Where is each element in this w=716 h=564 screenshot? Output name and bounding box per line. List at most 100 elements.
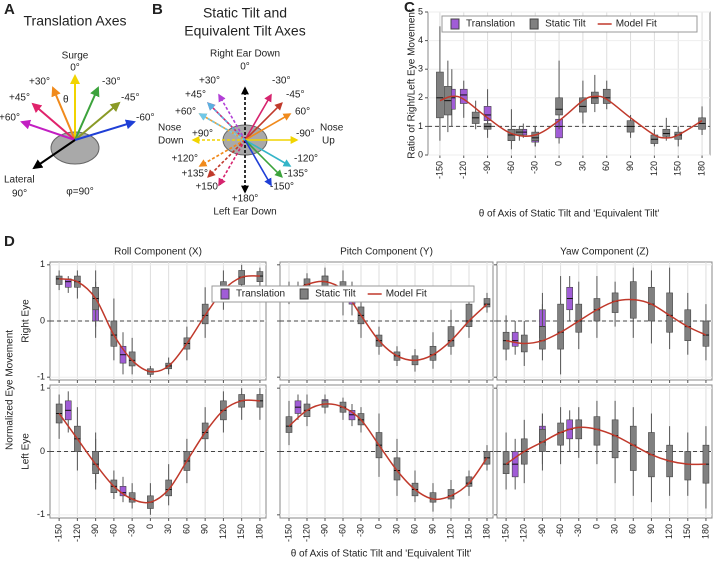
diagram-title: Equivalent Tilt Axes bbox=[184, 23, 305, 39]
box bbox=[459, 88, 468, 104]
arrow bbox=[31, 102, 76, 141]
x-tick-label: 180 bbox=[700, 524, 710, 539]
angle-label: 0° bbox=[240, 62, 250, 73]
y-tick-label: 1 bbox=[418, 121, 423, 131]
x-tick-label: 120 bbox=[218, 524, 228, 539]
x-tick-label: 90 bbox=[427, 524, 437, 534]
legend-label: Translation bbox=[236, 289, 285, 300]
row-title: Right Eye bbox=[21, 299, 32, 343]
model-fit bbox=[505, 426, 706, 466]
x-tick-label: 60 bbox=[409, 524, 419, 534]
legend-label: Static Tilt bbox=[545, 19, 586, 30]
arrow bbox=[244, 93, 272, 141]
angle-label: +180° bbox=[232, 194, 259, 205]
x-tick-label: -30 bbox=[355, 524, 365, 537]
arrow bbox=[20, 119, 76, 141]
angle-label: +30° bbox=[199, 76, 220, 87]
angle-label: +60° bbox=[175, 107, 196, 118]
legend-label: Translation bbox=[466, 19, 515, 30]
box bbox=[575, 419, 583, 440]
panel-label: D bbox=[4, 233, 15, 250]
x-tick-label: 90 bbox=[646, 524, 656, 534]
column-title: Pitch Component (Y) bbox=[340, 247, 433, 258]
x-tick-label: 90 bbox=[625, 161, 635, 171]
box bbox=[92, 451, 99, 474]
arrow bbox=[51, 86, 76, 141]
arrow bbox=[218, 93, 246, 141]
arrow bbox=[32, 139, 76, 170]
box bbox=[465, 476, 473, 487]
legend bbox=[441, 15, 698, 33]
column-title: Roll Component (X) bbox=[114, 247, 202, 258]
y-tick-label: 4 bbox=[418, 35, 423, 45]
box bbox=[55, 275, 63, 285]
legend bbox=[211, 285, 475, 303]
x-tick-label: -90 bbox=[90, 524, 100, 537]
box bbox=[539, 326, 546, 350]
x-tick-label: 150 bbox=[673, 161, 683, 176]
panel-label: B bbox=[152, 1, 163, 18]
x-tick-label: 0 bbox=[591, 524, 601, 529]
arrow bbox=[244, 102, 283, 141]
axis-label: Surge bbox=[62, 51, 89, 62]
legend-label: Static Tilt bbox=[315, 289, 356, 300]
box bbox=[666, 292, 673, 333]
diagram-title: Translation Axes bbox=[24, 13, 127, 29]
y-axis-label: Normalized Eye Movement bbox=[5, 330, 16, 450]
y-axis-label: Ratio of Right/Left Eye Movement bbox=[407, 9, 418, 159]
arrow bbox=[207, 102, 246, 141]
x-tick-label: -30 bbox=[530, 161, 540, 174]
x-tick-label: 120 bbox=[649, 161, 659, 176]
legend-label: Model Fit bbox=[386, 289, 427, 300]
box bbox=[602, 88, 611, 104]
box bbox=[165, 479, 172, 497]
angle-label: 90° bbox=[12, 189, 27, 200]
box bbox=[447, 326, 455, 347]
box bbox=[483, 298, 491, 308]
x-tick-label: 150 bbox=[236, 524, 246, 539]
box bbox=[201, 303, 209, 325]
panel-label: C bbox=[404, 0, 415, 16]
x-tick-label: 150 bbox=[463, 524, 473, 539]
angle-label: +150° bbox=[195, 182, 222, 193]
box bbox=[662, 128, 671, 137]
x-tick-label: -150 bbox=[54, 524, 64, 542]
x-tick-label: -60 bbox=[555, 524, 565, 537]
arrow bbox=[74, 86, 100, 141]
y-tick-label: 5 bbox=[418, 6, 423, 16]
panel-b: B Static Tilt and Equivalent Tilt Axes R… bbox=[152, 1, 344, 218]
box bbox=[684, 451, 692, 481]
box bbox=[429, 492, 437, 503]
model-fit bbox=[439, 95, 703, 139]
model-fit bbox=[288, 280, 488, 362]
y-tick-label: -1 bbox=[37, 372, 45, 382]
y-tick-label: 1 bbox=[40, 383, 45, 393]
panel-a: A Translation Axes Surge 0° -30° -45° -6… bbox=[0, 1, 154, 200]
box bbox=[201, 422, 209, 440]
angle-label: -60° bbox=[136, 113, 154, 124]
x-tick-label: 0 bbox=[553, 161, 563, 166]
box bbox=[393, 457, 401, 481]
x-tick-label: -60 bbox=[337, 524, 347, 537]
legend-swatch bbox=[450, 18, 460, 30]
model-fit bbox=[58, 399, 260, 504]
row-title: Left Eye bbox=[21, 433, 32, 470]
y-tick-label: 0 bbox=[40, 315, 45, 325]
x-tick-label: 90 bbox=[200, 524, 210, 534]
arrow bbox=[74, 101, 121, 141]
angle-label: +90° bbox=[192, 129, 213, 140]
x-tick-label: 120 bbox=[664, 524, 674, 539]
axis-label: Left Ear Down bbox=[213, 207, 276, 218]
axis-label: Nose bbox=[158, 123, 182, 134]
x-axis-label: θ of Axis of Static Tilt and 'Equivalent… bbox=[291, 549, 472, 560]
legend-label: Model Fit bbox=[616, 19, 657, 30]
box bbox=[575, 303, 583, 333]
x-tick-label: 30 bbox=[163, 524, 173, 534]
angle-label: +135° bbox=[181, 169, 208, 180]
arrow bbox=[244, 139, 272, 187]
angle-label: -45° bbox=[286, 90, 304, 101]
x-tick-label: -150 bbox=[500, 524, 510, 542]
angle-label: -135° bbox=[284, 169, 308, 180]
box bbox=[611, 419, 619, 459]
